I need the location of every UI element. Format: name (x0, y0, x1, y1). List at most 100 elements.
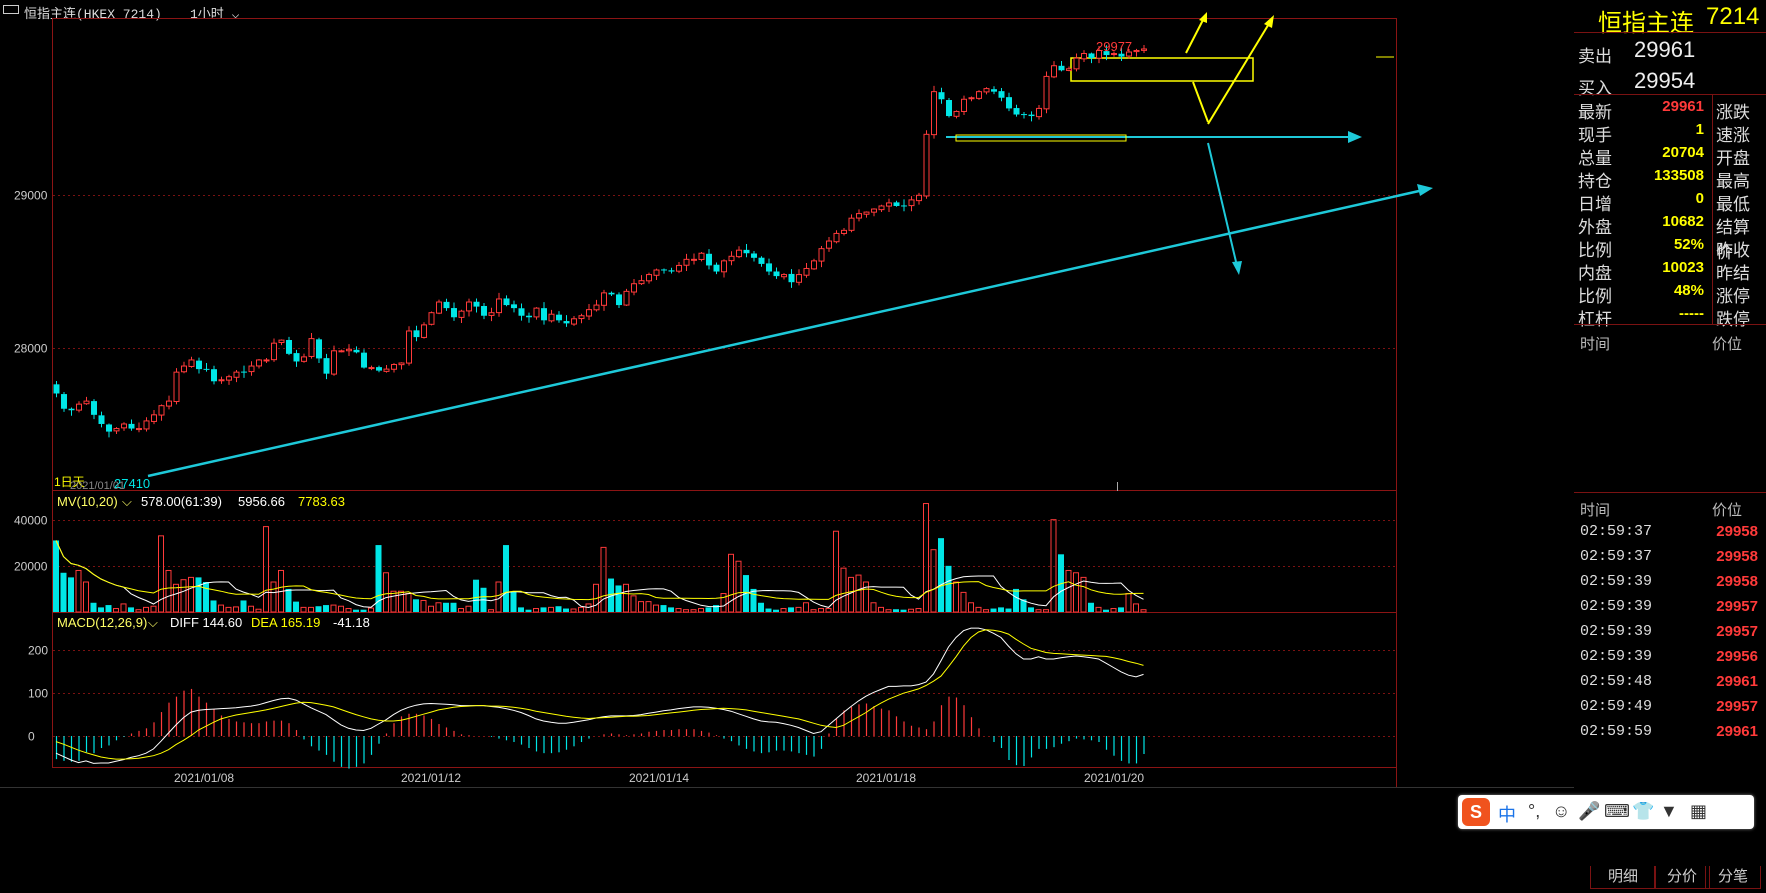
volume-bar-up (458, 608, 464, 613)
grid-menu-icon[interactable]: ▦ (1690, 801, 1708, 821)
volume-bar-down (1028, 607, 1034, 612)
candle-body-down (473, 301, 480, 307)
skin-icon[interactable]: 👕 (1632, 801, 1655, 821)
chevron-down-icon[interactable]: ⌵ (223, 7, 240, 22)
macd-tick-label: 0 (28, 730, 35, 744)
x-date-label: 2021/01/14 (629, 771, 689, 785)
volume-tick-label: 20000 (14, 560, 48, 574)
candle-body-up (653, 269, 660, 276)
quote-row-value: 10023 (1662, 259, 1704, 276)
volume-bar-up (248, 605, 254, 613)
volume-bar-down (713, 605, 719, 612)
candle-body-down (893, 202, 900, 206)
candle-body-down (98, 415, 105, 424)
tick-time: 02:59:39 (1580, 573, 1653, 590)
candle-body-up (781, 274, 787, 278)
volume-indicator-name[interactable]: MV(10,20) (57, 494, 118, 509)
volume-bar-up (1095, 606, 1102, 613)
candle-body-up (863, 211, 870, 215)
volume-bar-up (300, 606, 307, 613)
candle-body-down (751, 253, 757, 258)
volume-bar-up (383, 572, 389, 613)
quote-row-label-2: 最低 (1716, 195, 1750, 214)
up-arrow-1 (1185, 17, 1205, 54)
volume-ma-lines (55, 540, 1144, 609)
axis-labels: 29000 28000 40000 20000 200 100 0 (14, 189, 48, 744)
volume-bar-down (413, 599, 419, 612)
candle-body-up (728, 255, 735, 262)
volume-bar-down (518, 607, 524, 612)
volume-value-3: 7783.63 (298, 494, 345, 509)
ime-punct-label[interactable]: °, (1528, 801, 1541, 821)
tab-detail[interactable]: 明细 (1590, 866, 1656, 889)
candle-body-down (1013, 108, 1020, 115)
candle-body-up (166, 400, 172, 407)
candle-body-up (488, 312, 495, 316)
macd-indicator-name[interactable]: MACD(12,26,9) (57, 615, 147, 630)
candle-body-up (578, 315, 585, 320)
candle-body-up (698, 252, 705, 260)
trades-header-time: 时间 (1580, 336, 1611, 353)
consolidation-box (1070, 57, 1254, 82)
keyboard-icon[interactable]: ⌨ (1604, 801, 1630, 821)
candle-body-up (496, 298, 502, 314)
candle-body-down (518, 308, 525, 316)
volume-bar-up (953, 581, 959, 613)
candle-body-up (826, 240, 832, 249)
candle-body-down (61, 394, 67, 409)
tick-price: 29957 (1716, 698, 1758, 715)
volume-bar-down (503, 545, 509, 612)
candle-body-up (721, 260, 727, 273)
candle-body-up (151, 414, 157, 422)
candle-body-up (1081, 53, 1087, 60)
candle-body-up (593, 304, 600, 311)
candle-body-up (383, 368, 390, 372)
candle-body-down (106, 424, 112, 432)
candle-body-up (623, 290, 630, 306)
tab-tick-trades[interactable]: 分笔 (1705, 866, 1761, 889)
tick-time: 02:59:39 (1580, 598, 1653, 615)
candle-body-up (983, 88, 990, 93)
shirt-icon[interactable]: ▼ (1660, 801, 1678, 821)
volume-bar-down (1013, 588, 1019, 612)
volume-bar-up (233, 606, 239, 613)
volume-bar-down (1118, 607, 1124, 612)
sogou-logo-icon[interactable]: S (1462, 798, 1490, 826)
quote-row-label-2: 结算价 (1716, 218, 1750, 262)
chevron-down-icon[interactable]: ⌵ (122, 494, 132, 509)
quote-row-label: 比例 (1578, 287, 1612, 306)
volume-bar-down (323, 605, 329, 612)
candle-body-down (1006, 97, 1012, 109)
tick-time: 02:59:37 (1580, 523, 1653, 540)
candle-body-down (68, 408, 75, 411)
volume-bar-up (1035, 609, 1042, 613)
candle-body-down (443, 301, 450, 309)
emoji-icon[interactable]: ☺ (1552, 801, 1571, 821)
candle-body-up (691, 258, 697, 261)
candle-body-up (601, 292, 607, 306)
trades-header-price: 价位 (1712, 336, 1743, 353)
quote-row-label-2: 开盘 (1716, 149, 1750, 168)
quote-row-label-2: 昨收 (1716, 241, 1750, 260)
macd-dea-line (55, 629, 1144, 760)
ime-mode-label[interactable]: 中 (1498, 805, 1516, 825)
volume-bar-up (150, 605, 157, 613)
quote-row-value: 133508 (1653, 167, 1704, 184)
candle-body-up (833, 232, 840, 243)
tab-price-dist[interactable]: 分价 (1654, 866, 1710, 889)
chevron-down-icon[interactable]: ⌵ (148, 615, 158, 630)
candle-body-down (316, 339, 322, 359)
tick-price: 29958 (1716, 548, 1758, 565)
microphone-icon[interactable]: 🎤 (1578, 801, 1601, 821)
quote-instrument-code: 7214 (1706, 3, 1760, 30)
tick-time: 02:59:37 (1580, 548, 1653, 565)
candle-body-up (631, 283, 637, 293)
volume-bar-down (68, 577, 74, 612)
volume-bar-down (195, 577, 202, 612)
ime-toolbar[interactable]: S 中 °, ☺ 🎤 ⌨ 👕 ▼ ▦ (1458, 795, 1754, 829)
macd-histogram (55, 688, 1145, 769)
volume-bar-down (900, 609, 907, 612)
volume-bar-up (390, 590, 397, 613)
volume-bar-up (1133, 603, 1139, 613)
